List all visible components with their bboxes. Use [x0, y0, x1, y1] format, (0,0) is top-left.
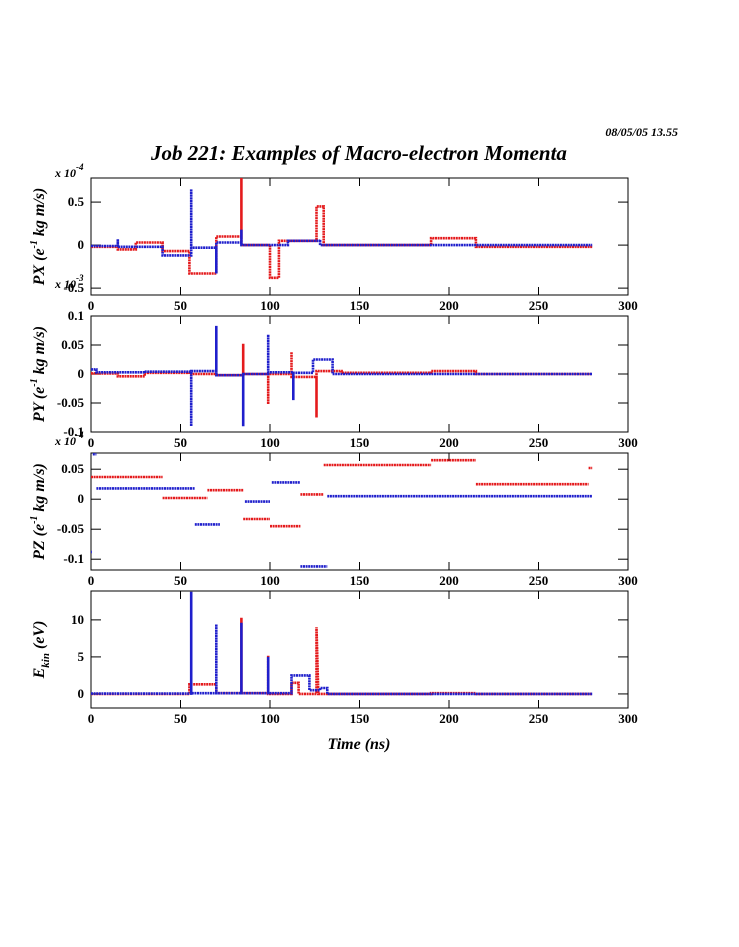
plot-frame [90, 590, 629, 709]
series-line [91, 617, 593, 696]
x-tick-label: 100 [260, 435, 280, 450]
x-tick-label: 300 [618, 435, 638, 450]
x-tick-label: 150 [350, 435, 370, 450]
y-tick-label: 0.05 [61, 461, 84, 476]
x-tick-label: 50 [174, 298, 187, 313]
y-tick-label: -0.5 [63, 280, 84, 295]
y-label-sub: kin [40, 653, 52, 668]
y-tick-label: -0.05 [57, 521, 85, 536]
x-tick-label: 300 [618, 711, 638, 726]
y-axis-label: PZ (e-1 kg m/s) [29, 463, 48, 561]
x-tick-label: 200 [439, 573, 459, 588]
y-tick-label: -0.05 [57, 395, 85, 410]
multiplier-sup: -4 [76, 430, 84, 440]
x-tick-label: 200 [439, 435, 459, 450]
axis-multiplier: x 10-4 [54, 430, 84, 448]
y-tick-label: -0.1 [63, 551, 84, 566]
x-tick-label: 300 [618, 298, 638, 313]
multiplier-main: x 10 [54, 166, 76, 180]
y-label-main: PX (e [31, 248, 48, 286]
y-tick-label: 0 [78, 491, 85, 506]
x-tick-label: 200 [439, 298, 459, 313]
y-label-sup: -1 [29, 516, 40, 524]
plot-frame [90, 452, 629, 571]
series-line [91, 189, 593, 274]
chart-title: Job 221: Examples of Macro-electron Mome… [150, 141, 567, 165]
x-tick-label: 0 [88, 711, 95, 726]
x-tick-label: 250 [529, 298, 549, 313]
x-tick-label: 150 [350, 298, 370, 313]
y-tick-label: 0 [78, 366, 85, 381]
x-tick-label: 150 [350, 573, 370, 588]
multiplier-main: x 10 [54, 434, 76, 448]
x-tick-label: 250 [529, 435, 549, 450]
axis-multiplier: x 10-3 [54, 273, 84, 291]
y-tick-label: 0.1 [68, 308, 84, 323]
timestamp: 08/05/05 13.55 [605, 125, 678, 139]
y-label-rest: kg m/s) [31, 463, 48, 515]
y-axis-label: PX (e-1 kg m/s) [29, 188, 48, 287]
multiplier-main: x 10 [54, 277, 76, 291]
y-label-rest: kg m/s) [31, 326, 48, 378]
x-tick-label: 0 [88, 573, 95, 588]
series-line [91, 591, 593, 696]
series-line [91, 343, 593, 418]
y-axis-label: Ekin (eV) [31, 621, 52, 680]
y-tick-label: 5 [78, 649, 85, 664]
x-tick-label: 0 [88, 298, 95, 313]
multiplier-sup: -4 [76, 162, 84, 172]
x-tick-label: 50 [174, 435, 187, 450]
y-label-main: E [31, 668, 48, 680]
x-tick-label: 100 [260, 573, 280, 588]
series-line [91, 178, 593, 280]
y-tick-label: 0.05 [61, 337, 84, 352]
series-line [91, 325, 593, 427]
x-tick-label: 100 [260, 711, 280, 726]
x-tick-label: 300 [618, 573, 638, 588]
x-tick-label: 250 [529, 711, 549, 726]
y-label-rest: kg m/s) [31, 188, 48, 240]
y-tick-label: 10 [71, 612, 84, 627]
axis-multiplier: x 10-4 [54, 162, 84, 180]
series-line [91, 453, 593, 568]
x-tick-label: 150 [350, 711, 370, 726]
multiplier-sup: -3 [76, 273, 84, 283]
y-tick-label: -0.1 [63, 424, 84, 439]
y-tick-label: 0 [78, 686, 85, 701]
y-label-main: PZ (e [31, 524, 48, 561]
x-tick-label: 100 [260, 298, 280, 313]
x-tick-label: 50 [174, 573, 187, 588]
x-axis-label: Time (ns) [328, 736, 391, 753]
y-label-main: PY (e [31, 387, 48, 423]
x-tick-label: 0 [88, 435, 95, 450]
x-tick-label: 200 [439, 711, 459, 726]
y-tick-label: 0 [78, 237, 85, 252]
y-axis-label: PY (e-1 kg m/s) [29, 326, 48, 423]
series-line [91, 458, 593, 528]
y-label-rest: (eV) [31, 621, 48, 653]
y-label-sup: -1 [29, 378, 40, 386]
x-tick-label: 50 [174, 711, 187, 726]
plot-frame [90, 177, 629, 296]
y-tick-label: 0.5 [68, 194, 85, 209]
x-tick-label: 250 [529, 573, 549, 588]
y-label-sup: -1 [29, 240, 40, 248]
